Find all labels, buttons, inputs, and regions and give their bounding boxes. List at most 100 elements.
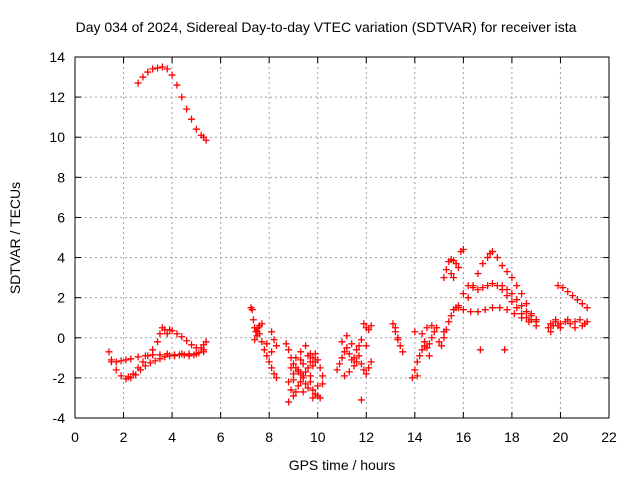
data-point [583, 304, 591, 312]
series-arc-l [408, 322, 441, 382]
data-point [183, 337, 191, 345]
data-point [357, 360, 365, 368]
data-point [156, 330, 164, 338]
x-tick-label: 18 [504, 429, 520, 445]
data-point [302, 368, 310, 376]
y-tick-label: -2 [53, 370, 66, 386]
data-point [343, 344, 351, 352]
data-point [248, 306, 256, 314]
data-point [319, 380, 327, 388]
data-point [268, 364, 276, 372]
data-point [251, 336, 259, 344]
data-point [289, 360, 297, 368]
data-point [440, 274, 448, 282]
data-point [440, 328, 448, 336]
data-point [309, 362, 317, 370]
series-arc-u [544, 316, 591, 336]
data-point [474, 308, 482, 316]
series-arc-r [455, 304, 540, 330]
data-point [122, 356, 130, 364]
data-point [168, 327, 176, 335]
data-point [299, 388, 307, 396]
data-point [268, 328, 276, 336]
data-point [350, 354, 358, 362]
data-point [476, 346, 484, 354]
data-point [350, 362, 358, 370]
data-point [299, 374, 307, 382]
y-tick-labels: -4 -2 0 2 4 6 8 10 12 14 [49, 49, 65, 426]
data-point [564, 316, 572, 324]
x-tick-label: 12 [358, 429, 374, 445]
x-tick-label: 16 [456, 429, 472, 445]
x-axis-label: GPS time / hours [289, 457, 396, 473]
series-arc-d [124, 324, 171, 381]
data-point [571, 324, 579, 332]
data-point [345, 350, 353, 358]
data-point [423, 344, 431, 352]
data-point [268, 348, 276, 356]
series-arc-s [498, 282, 540, 324]
data-point [195, 349, 203, 357]
data-point [117, 357, 125, 365]
data-point [297, 378, 305, 386]
data-point [554, 282, 562, 290]
series-arc-g [268, 328, 280, 350]
data-point [508, 290, 516, 298]
data-point [343, 332, 351, 340]
data-point [556, 324, 564, 332]
data-point [488, 248, 496, 256]
data-point [306, 350, 314, 358]
data-point [183, 105, 191, 113]
data-point [134, 79, 142, 87]
data-point [357, 336, 365, 344]
data-point [340, 372, 348, 380]
data-points [105, 63, 591, 406]
x-tick-label: 0 [71, 429, 79, 445]
data-point [171, 352, 179, 360]
y-tick-label: -4 [53, 410, 66, 426]
data-point [249, 316, 257, 324]
data-point [513, 282, 521, 290]
series-arc-c [107, 346, 208, 383]
data-point [292, 388, 300, 396]
data-point [292, 354, 300, 362]
data-point [496, 304, 504, 312]
data-point [285, 378, 293, 386]
data-point [314, 382, 322, 390]
data-point [438, 342, 446, 350]
data-point [547, 328, 555, 336]
data-point [445, 318, 453, 326]
data-point [522, 300, 530, 308]
data-point [413, 372, 421, 380]
data-point [532, 316, 540, 324]
y-tick-label: 8 [57, 169, 65, 185]
data-point [416, 352, 424, 360]
data-point [202, 136, 210, 144]
data-point [455, 304, 463, 312]
data-point [309, 354, 317, 362]
data-point [294, 366, 302, 374]
data-point [297, 356, 305, 364]
data-point [435, 338, 443, 346]
data-point [362, 370, 370, 378]
data-point [484, 254, 492, 262]
data-point [304, 364, 312, 372]
data-point [306, 372, 314, 380]
data-point [265, 358, 273, 366]
data-point [154, 338, 162, 346]
data-point [149, 346, 157, 354]
data-point [117, 372, 125, 380]
data-point [302, 342, 310, 350]
data-point [408, 374, 416, 382]
data-point [188, 115, 196, 123]
series-arc-j [357, 396, 365, 404]
data-point [503, 292, 511, 300]
data-point [532, 322, 540, 330]
series-arc-n [440, 256, 463, 282]
data-point [302, 380, 310, 388]
data-point [411, 328, 419, 336]
y-tick-label: 6 [57, 209, 65, 225]
data-point [467, 308, 475, 316]
data-point [287, 364, 295, 372]
